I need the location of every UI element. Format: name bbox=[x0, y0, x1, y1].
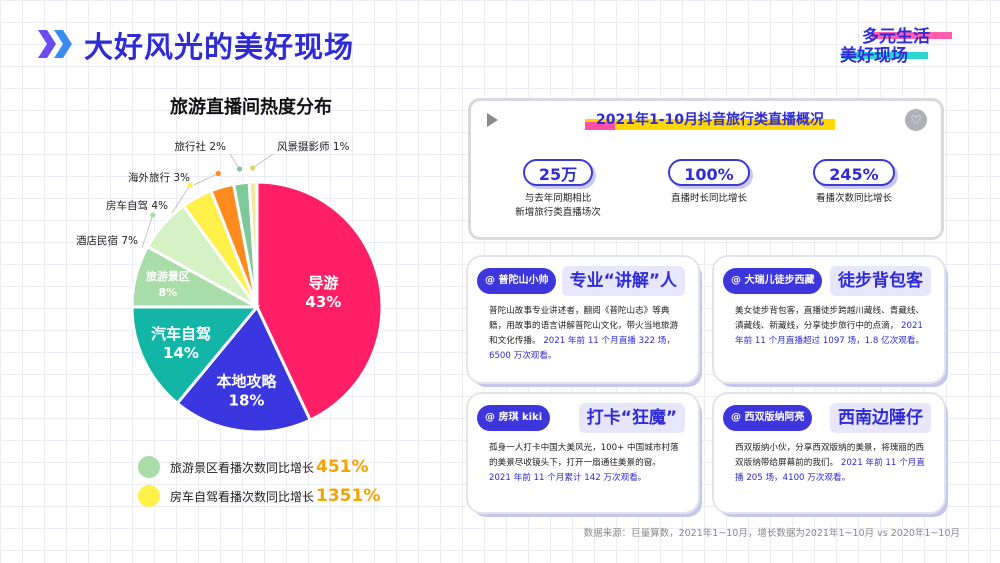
card-title: 打卡“狂魔” bbox=[578, 403, 685, 433]
influencer-handle[interactable]: @ 大瑞儿徒步西藏 bbox=[723, 268, 823, 294]
overview-title-wrap: 2021年1-10月抖音旅行类直播概况 bbox=[585, 107, 835, 133]
growth-value: 451% bbox=[316, 457, 369, 477]
stat-views: 245% 看播次数同比增长 bbox=[789, 159, 919, 206]
stat-desc-line: 看播次数同比增长 bbox=[815, 193, 892, 204]
leader-line bbox=[171, 184, 191, 214]
influencer-handle[interactable]: @ 普陀山小帅 bbox=[477, 268, 557, 294]
overview-card: ♡ 2021年1-10月抖音旅行类直播概况 25万 与去年同期相比 新增旅行类直… bbox=[468, 98, 944, 240]
card-text: 普陀山故事专业讲述者，翻阅《普陀山志》等典籍，用故事的语言讲解普陀山文化，带火当… bbox=[489, 306, 679, 346]
growth-value: 1351% bbox=[316, 486, 381, 506]
heart-icon: ♡ bbox=[905, 109, 927, 131]
influencer-handle[interactable]: @ 房琪 kiki bbox=[477, 405, 551, 431]
card-header: @ 房琪 kiki 打卡“狂魔” bbox=[477, 403, 689, 433]
legend-dot bbox=[138, 485, 160, 507]
page-title: 大好风光的美好现场 bbox=[84, 30, 355, 64]
stat-desc: 与去年同期相比 新增旅行类直播场次 bbox=[493, 192, 623, 220]
slice-outside-label: 海外旅行 3% bbox=[128, 171, 190, 184]
logo-line-2: 美好现场 bbox=[840, 46, 908, 66]
stat-duration: 100% 直播时长同比增长 bbox=[644, 159, 774, 206]
chevron-icon bbox=[38, 30, 56, 58]
card-header: @ 普陀山小帅 专业“讲解”人 bbox=[477, 266, 689, 296]
pie-slice bbox=[130, 305, 261, 406]
slice-value: 8% bbox=[159, 286, 178, 299]
card-header: @ 大瑞儿徒步西藏 徒步背包客 bbox=[723, 266, 935, 296]
leader-dot bbox=[215, 170, 221, 177]
card-header: @ 西双版纳阿亮 西南边陲仔 bbox=[723, 403, 935, 433]
slice-label: 导游 bbox=[308, 274, 338, 292]
card-body: 孤身一人打卡中国大美风光，100+ 中国城市村落的美景尽收镜头下，打开一扇通往美… bbox=[489, 441, 681, 486]
logo-line-1: 多元生活 bbox=[862, 27, 930, 47]
chevron-icon bbox=[54, 30, 72, 58]
stat-value: 245% bbox=[813, 159, 895, 186]
card-text: 美女徒步背包客，直播徒步跨越川藏线、青藏线、滇藏线、新藏线，分享徒步旅行中的点滴… bbox=[735, 306, 925, 331]
slice-value: 43% bbox=[305, 293, 341, 311]
stat-desc: 直播时长同比增长 bbox=[644, 192, 774, 206]
card-body: 西双版纳小伙，分享西双版纳的美景，将瑰丽的西双版纳带给屏幕前的我们。 2021 … bbox=[735, 441, 927, 486]
legend-dot bbox=[138, 456, 160, 478]
card-title: 西南边陲仔 bbox=[830, 403, 931, 433]
influencer-card: @ 大瑞儿徒步西藏 徒步背包客 美女徒步背包客，直播徒步跨越川藏线、青藏线、滇藏… bbox=[714, 257, 944, 382]
stat-desc: 看播次数同比增长 bbox=[789, 192, 919, 206]
slice-label: 汽车自驾 bbox=[151, 325, 211, 343]
leader-dot bbox=[250, 165, 256, 171]
card-title: 徒步背包客 bbox=[830, 266, 931, 296]
slice-label: 本地攻略 bbox=[216, 372, 277, 390]
growth-item-rv: 房车自驾看播次数同比增长 1351% bbox=[138, 485, 380, 507]
leader-dot bbox=[150, 212, 156, 218]
stat-new-sessions: 25万 与去年同期相比 新增旅行类直播场次 bbox=[493, 159, 623, 220]
title-highlight bbox=[585, 119, 835, 130]
leader-dot bbox=[236, 166, 243, 172]
slice-outside-label: 房车自驾 4% bbox=[106, 199, 168, 212]
data-source-note: 数据来源：巨量算数，2021年1~10月，增长数据为2021年1~10月 vs … bbox=[583, 528, 960, 539]
brand-logo: 多元生活 美好现场 bbox=[840, 22, 960, 66]
card-highlight: 2021 年前 11 个月直播 205 场，4100 万次观看。 bbox=[735, 458, 925, 483]
growth-item-scenic: 旅游景区看播次数同比增长 451% bbox=[138, 456, 369, 478]
influencer-handle[interactable]: @ 西双版纳阿亮 bbox=[723, 405, 813, 431]
play-icon bbox=[487, 113, 498, 127]
card-highlight: 2021 年前 11 个月累计 142 万次观看。 bbox=[489, 473, 647, 483]
leader-line bbox=[141, 214, 154, 249]
growth-label: 旅游景区看播次数同比增长 bbox=[170, 460, 315, 475]
slice-value: 18% bbox=[229, 391, 265, 409]
stat-value: 25万 bbox=[522, 159, 594, 186]
slice-outside-label: 酒店民宿 7% bbox=[76, 234, 138, 247]
pie-slice bbox=[255, 180, 384, 423]
influencer-card: @ 普陀山小帅 专业“讲解”人 普陀山故事专业讲述者，翻阅《普陀山志》等典籍，用… bbox=[468, 257, 698, 382]
pie-slice bbox=[175, 304, 313, 434]
leader-dot bbox=[187, 182, 193, 188]
overview-title: 2021年1-10月抖音旅行类直播概况 bbox=[596, 112, 824, 128]
stat-desc-line: 直播时长同比增长 bbox=[670, 193, 747, 204]
slice-outside-label: 风景摄影师 1% bbox=[277, 140, 350, 153]
card-highlight: 2021 年前 11 个月直播超过 1097 场，1.8 亿次观看。 bbox=[735, 321, 925, 346]
card-body: 普陀山故事专业讲述者，翻阅《普陀山志》等典籍，用故事的语言讲解普陀山文化，带火当… bbox=[489, 304, 681, 364]
title-accent bbox=[585, 122, 615, 130]
leader-line bbox=[193, 173, 219, 186]
influencer-card: @ 房琪 kiki 打卡“狂魔” 孤身一人打卡中国大美风光，100+ 中国城市村… bbox=[468, 394, 698, 512]
card-body: 美女徒步背包客，直播徒步跨越川藏线、青藏线、滇藏线、新藏线，分享徒步旅行中的点滴… bbox=[735, 304, 927, 349]
card-highlight: 2021 年前 11 个月直播 322 场，6500 万次观看。 bbox=[489, 336, 675, 361]
growth-label: 房车自驾看播次数同比增长 bbox=[170, 489, 315, 504]
slice-value: 14% bbox=[163, 344, 199, 362]
card-text: 孤身一人打卡中国大美风光，100+ 中国城市村落的美景尽收镜头下，打开一扇通往美… bbox=[489, 443, 679, 468]
leader-line bbox=[252, 153, 274, 169]
chart-title: 旅游直播间热度分布 bbox=[170, 97, 332, 118]
stat-desc-line: 新增旅行类直播场次 bbox=[515, 207, 601, 218]
slice-outside-label: 旅行社 2% bbox=[175, 140, 227, 153]
card-title: 专业“讲解”人 bbox=[561, 266, 685, 296]
stat-desc-line: 与去年同期相比 bbox=[524, 193, 592, 204]
influencer-card: @ 西双版纳阿亮 西南边陲仔 西双版纳小伙，分享西双版纳的美景，将瑰丽的西双版纳… bbox=[714, 394, 944, 512]
card-text: 西双版纳小伙，分享西双版纳的美景，将瑰丽的西双版纳带给屏幕前的我们。 bbox=[735, 443, 925, 468]
stat-value: 100% bbox=[668, 159, 750, 186]
pie-slice bbox=[247, 180, 259, 308]
leader-line bbox=[229, 153, 240, 170]
slice-label: 旅游景区 bbox=[146, 269, 190, 283]
